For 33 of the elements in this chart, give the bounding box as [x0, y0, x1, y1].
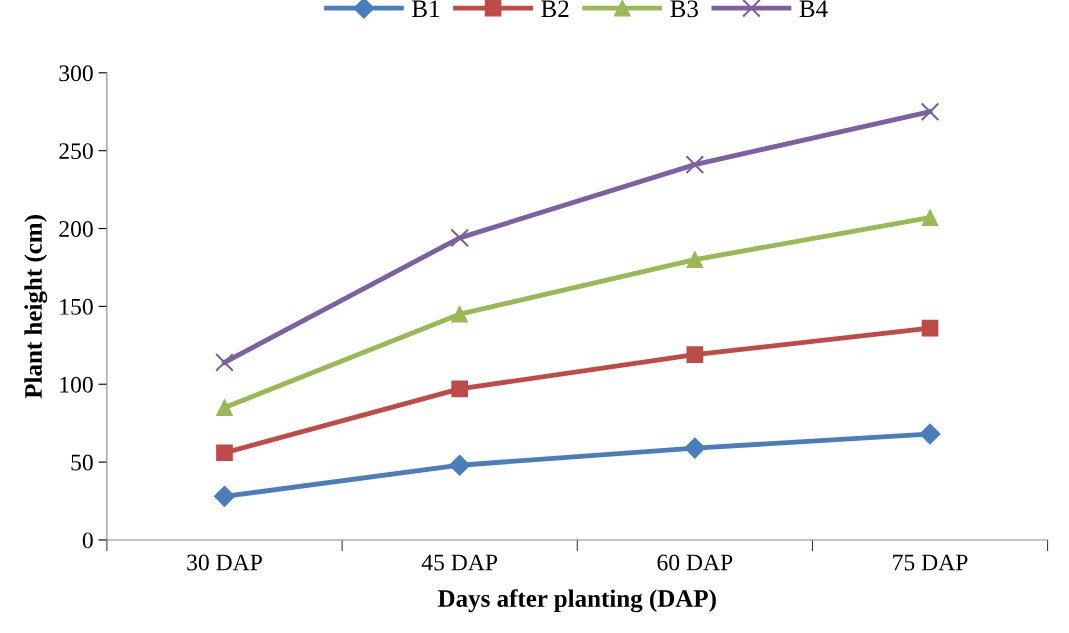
- point: [216, 399, 233, 416]
- legend-label: B1: [412, 0, 440, 18]
- legend-label: B2: [541, 0, 569, 18]
- y-tick-label: 0: [82, 532, 93, 549]
- y-tick-label: 250: [59, 143, 93, 160]
- point: [921, 319, 939, 337]
- legend-label: B4: [799, 0, 828, 18]
- legend-label: B3: [670, 0, 698, 18]
- point: [216, 444, 233, 462]
- point: [921, 209, 939, 226]
- point: [684, 437, 706, 459]
- y-tick-label: 200: [59, 221, 93, 237]
- x-axis-title: Days after planting (DAP): [438, 589, 716, 613]
- point: [919, 423, 941, 445]
- point: [920, 102, 940, 122]
- point: [213, 485, 236, 507]
- y-tick-label: 50: [71, 454, 93, 471]
- x-tick-label: 45 DAP: [421, 554, 498, 571]
- point: [450, 228, 470, 248]
- y-tick-label: 100: [60, 376, 93, 393]
- x-tick-label: 75 DAP: [893, 554, 968, 571]
- y-tick-label: 150: [60, 298, 93, 315]
- point: [449, 454, 471, 476]
- point: [686, 251, 704, 268]
- point: [451, 380, 469, 398]
- y-axis-title: Plant height (cm): [24, 215, 48, 399]
- y-tick-label: 300: [59, 65, 93, 82]
- point: [215, 353, 234, 372]
- x-tick-label: 60 DAP: [657, 554, 733, 571]
- x-tick-label: 30 DAP: [187, 554, 262, 571]
- point: [451, 305, 469, 323]
- point: [685, 155, 705, 175]
- point: [686, 346, 704, 363]
